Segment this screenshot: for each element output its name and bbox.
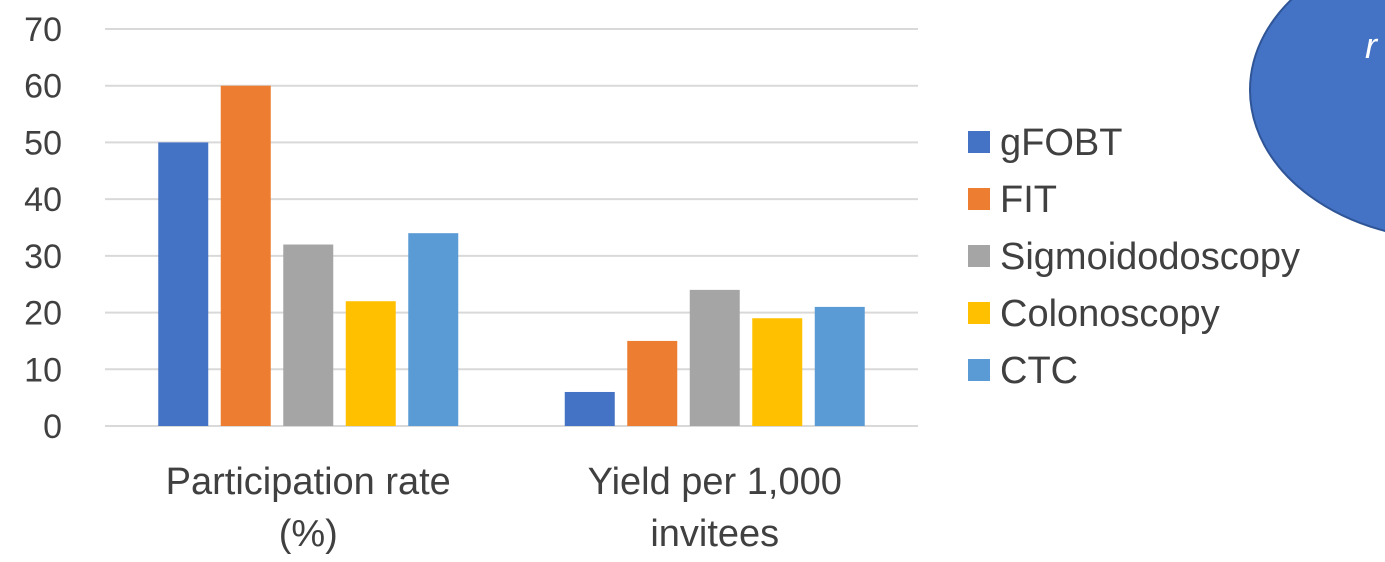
y-tick-label: 30 [24,238,62,276]
bar-sigmoidodoscopy-0 [283,244,334,426]
category-label: Participation rate [166,461,451,503]
category-label: (%) [279,513,338,555]
bar-fit-0 [220,85,271,426]
bar-fit-1 [627,340,678,426]
legend-swatch [968,131,990,153]
y-tick-label: 50 [24,124,62,162]
y-tick-label: 70 [24,11,62,49]
category-label: invitees [650,513,779,555]
callout-bubble: r [1249,0,1385,232]
y-tick-label: 20 [24,295,62,333]
legend-label: FIT [1000,179,1057,221]
category-label: Yield per 1,000 [588,461,842,503]
bar-ctc-1 [814,306,865,426]
bars [158,85,865,426]
legend-label: Sigmoidodoscopy [1000,236,1300,278]
y-tick-label: 0 [43,408,62,446]
legend-swatch [968,302,990,324]
legend-swatch [968,359,990,381]
bar-colonoscopy-1 [752,318,803,426]
bar-gfobt-0 [158,142,209,426]
bar-colonoscopy-0 [345,301,396,426]
legend: gFOBT FIT Sigmoidodoscopy Colonoscopy CTC [968,122,1300,392]
legend-swatch [968,188,990,210]
y-tick-label: 60 [24,68,62,106]
bar-sigmoidodoscopy-1 [689,289,740,426]
category-labels: Participation rate (%) Yield per 1,000 invi… [166,461,842,555]
bar-ctc-0 [408,233,459,426]
y-tick-label: 10 [24,351,62,389]
legend-swatch [968,245,990,267]
legend-label: CTC [1000,350,1078,392]
callout-text: r [1365,25,1379,66]
bar-gfobt-1 [564,391,615,426]
y-tick-label: 40 [24,181,62,219]
callout-ellipse [1249,0,1385,232]
y-axis-ticks: 0 10 20 30 40 50 60 70 [24,11,62,446]
legend-label: gFOBT [1000,122,1122,164]
legend-label: Colonoscopy [1000,293,1220,335]
